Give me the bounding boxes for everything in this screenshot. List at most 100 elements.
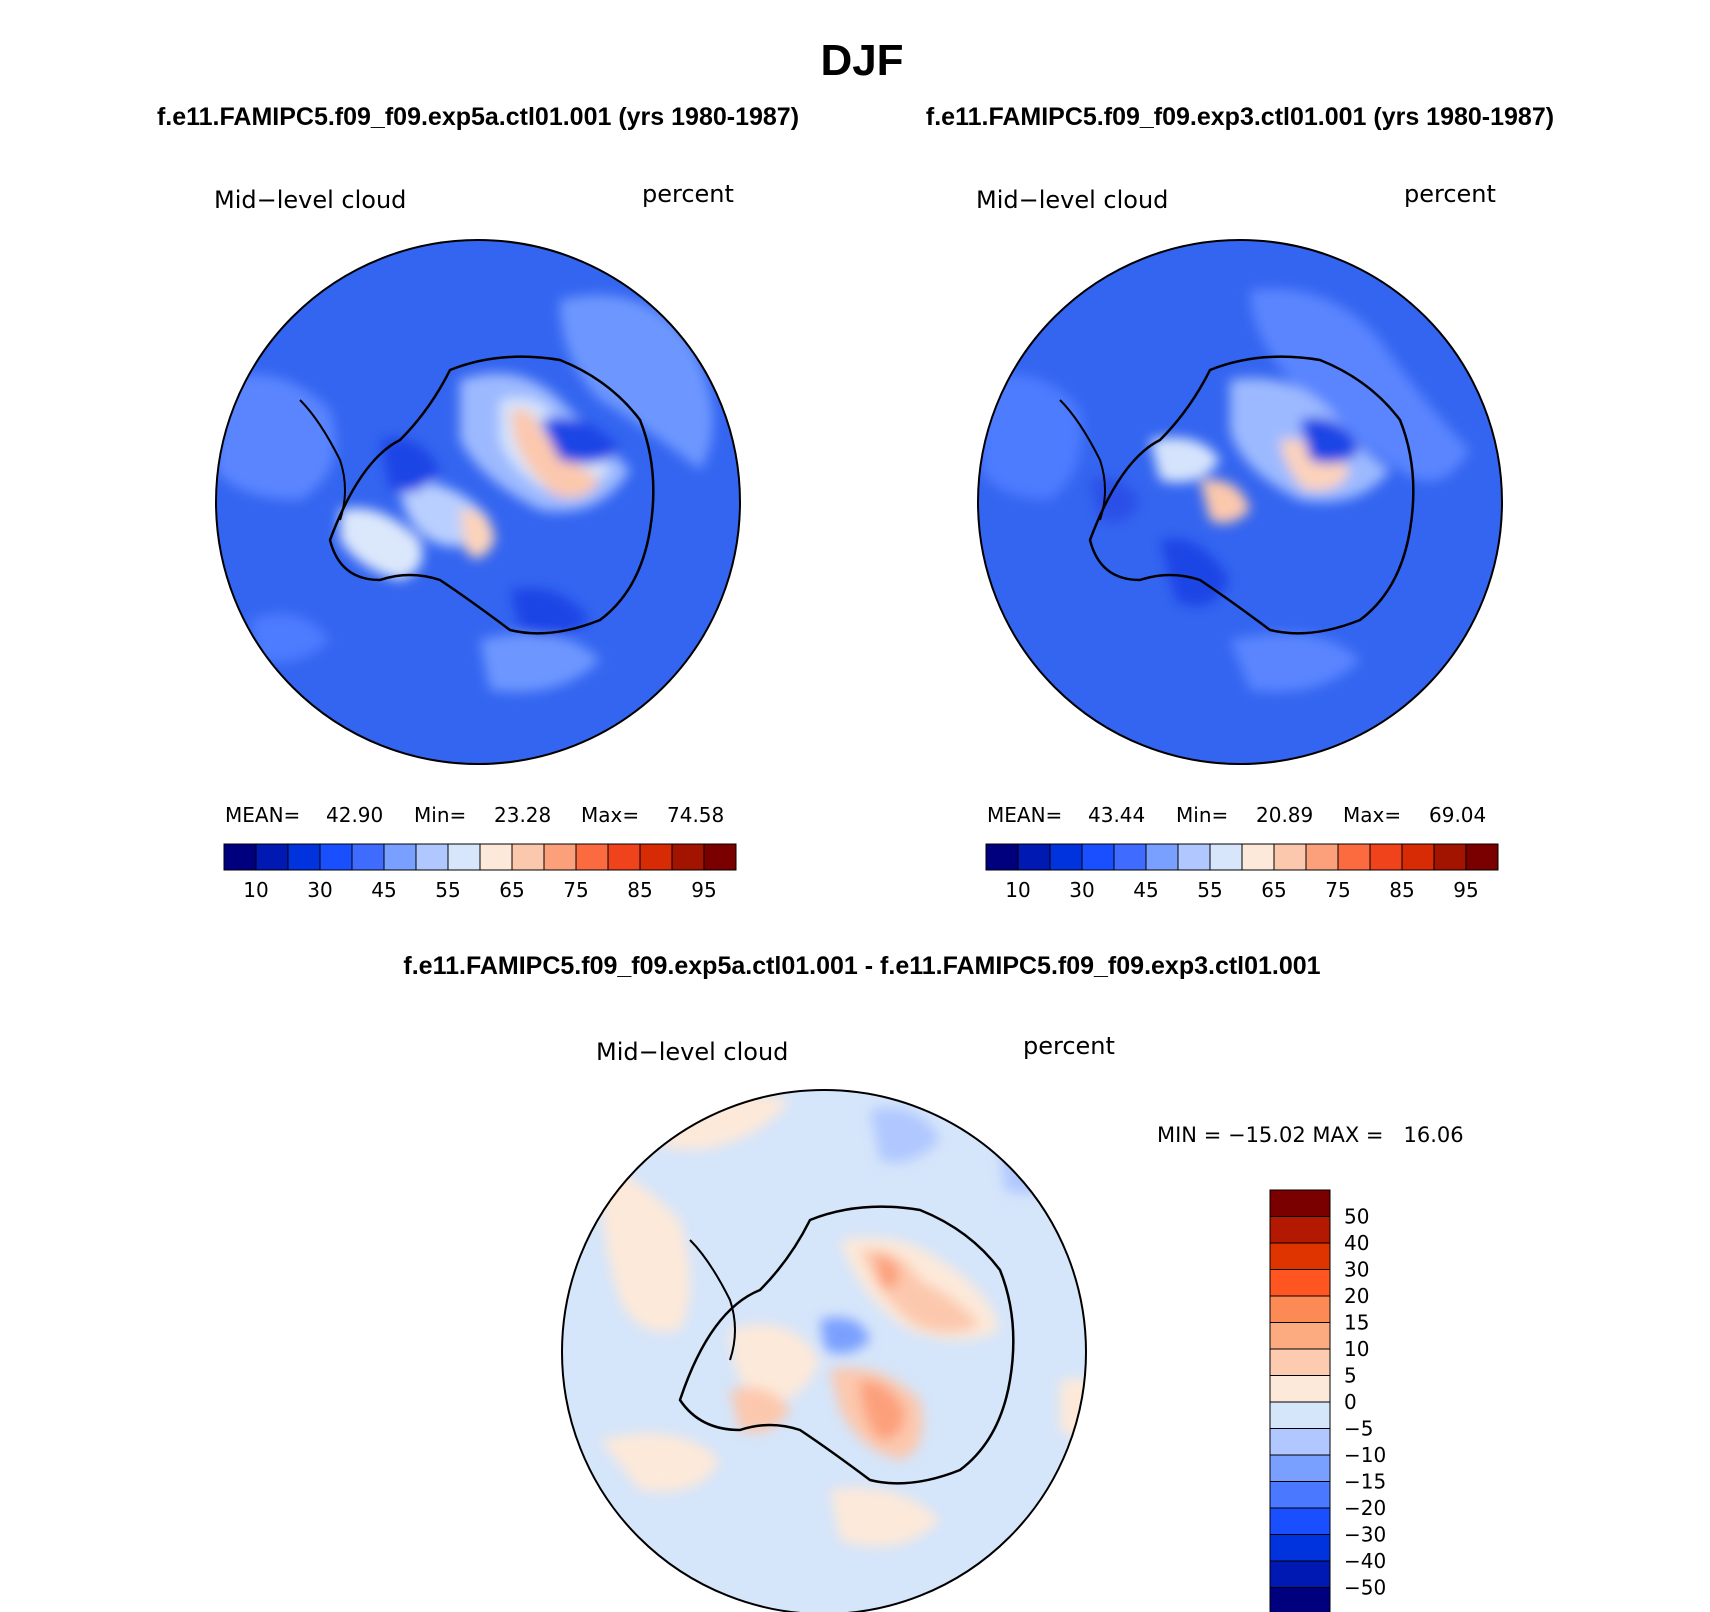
panel-diff-colorbar-swatch [1269,1534,1331,1562]
panel-b-max-label: Max= [1343,803,1401,827]
panel-b-colorbar-swatch [1305,843,1339,871]
panel-diff-colorbar-tick-label: 5 [1344,1364,1357,1388]
panel-diff-colorbar-tick-label: 10 [1344,1337,1369,1361]
panel-b-min-value: 20.89 [1256,803,1313,827]
panel-a-colorbar-swatch [255,843,289,871]
panel-a-colorbar-tick-label: 45 [371,878,396,902]
panel-a-colorbar-tick-label: 65 [499,878,524,902]
panel-b-colorbar-swatch [1209,843,1243,871]
panel-b-map [978,240,1502,764]
panel-a-mean-value: 42.90 [326,803,383,827]
panel-diff-colorbar-swatch [1269,1216,1331,1244]
panel-diff-colorbar-swatch [1269,1481,1331,1509]
panel-a-max-label: Max= [581,803,639,827]
panel-diff-colorbar-tick-label: −10 [1344,1443,1386,1467]
panel-a-colorbar-swatch [447,843,481,871]
panel-diff-colorbar-tick-label: −15 [1344,1470,1386,1494]
panel-a-colorbar-swatch [575,843,609,871]
panel-b-colorbar-swatch [1081,843,1115,871]
panel-diff-colorbar-swatch [1269,1322,1331,1350]
panel-a-colorbar-swatch [607,843,641,871]
panel-diff-colorbar-tick-label: 0 [1344,1390,1357,1414]
panel-diff-colorbar-tick-label: 30 [1344,1258,1369,1282]
panel-b-mean-value: 43.44 [1088,803,1145,827]
panel-b-colorbar-tick-label: 45 [1133,878,1158,902]
panel-a-case-title: f.e11.FAMIPC5.f09_f09.exp5a.ctl01.001 (y… [157,103,799,131]
panel-b-colorbar-tick-label: 30 [1069,878,1094,902]
panel-a-colorbar-tick-label: 95 [691,878,716,902]
panel-a-colorbar-tick-label: 10 [243,878,268,902]
panel-a-min-label: Min= [414,803,466,827]
panel-diff-minmax: MIN = −15.02 MAX = 16.06 [1157,1123,1464,1147]
panel-a-map [216,240,740,764]
panel-diff-colorbar-tick-label: 20 [1344,1284,1369,1308]
panel-b-units-label: percent [1404,180,1496,208]
panel-b-colorbar-swatch [1113,843,1147,871]
panel-diff-colorbar-swatch [1269,1189,1331,1217]
panel-a-colorbar-tick-label: 55 [435,878,460,902]
panel-b-colorbar-swatch [1433,843,1467,871]
panel-a-colorbar-swatch [351,843,385,871]
difference-title: f.e11.FAMIPC5.f09_f09.exp5a.ctl01.001 - … [403,952,1320,980]
panel-b-colorbar-swatch [1369,843,1403,871]
panel-a-colorbar-swatch [639,843,673,871]
panel-b-colorbar: 10 30 45 55 65 75 85 95 [985,843,1499,902]
panel-b-colorbar-tick-label: 75 [1325,878,1350,902]
panel-a-colorbar-swatch [671,843,705,871]
panel-diff-colorbar-swatch [1269,1507,1331,1535]
panel-a-variable-label: Mid−level cloud [214,186,406,214]
panel-a-colorbar: 10 30 45 55 65 75 85 95 [223,843,737,902]
panel-b-min-label: Min= [1176,803,1228,827]
panel-a-colorbar-tick-label: 30 [307,878,332,902]
panel-diff-colorbar-swatch [1269,1401,1331,1429]
panel-b-colorbar-tick-label: 55 [1197,878,1222,902]
panel-diff-colorbar-tick-label: −20 [1344,1496,1386,1520]
panel-diff-colorbar-tick-label: −30 [1344,1523,1386,1547]
panel-diff-colorbar-tick-label: −5 [1344,1417,1373,1441]
panel-a-colorbar-swatch [223,843,257,871]
panel-a-units-label: percent [642,180,734,208]
panel-a-colorbar-swatch [319,843,353,871]
panel-b-colorbar-swatch [1145,843,1179,871]
panel-a-colorbar-swatch [703,843,737,871]
panel-b-colorbar-swatch [1017,843,1051,871]
panel-a-mean-label: MEAN= [225,803,300,827]
figure-title: DJF [820,36,903,85]
panel-a-colorbar-swatch [383,843,417,871]
panel-b-variable-label: Mid−level cloud [976,186,1168,214]
panel-diff-colorbar-swatch [1269,1587,1331,1612]
panel-diff-colorbar-tick-label: 15 [1344,1311,1369,1335]
panel-diff: Mid−level cloud percent [561,1032,1464,1612]
panel-b-colorbar-tick-label: 95 [1453,878,1478,902]
panel-b-colorbar-swatch [1465,843,1499,871]
panel-diff-units-label: percent [1023,1032,1115,1060]
panel-diff-colorbar-swatch [1269,1454,1331,1482]
panel-b-colorbar-swatch [1401,843,1435,871]
panel-b-colorbar-swatch [1273,843,1307,871]
panel-b-colorbar-swatch [1241,843,1275,871]
panel-diff-colorbar-tick-label: 40 [1344,1231,1369,1255]
panel-a: Mid−level cloud percent [214,180,741,902]
panel-b-case-title: f.e11.FAMIPC5.f09_f09.exp3.ctl01.001 (yr… [926,103,1554,131]
panel-b-colorbar-swatch [1177,843,1211,871]
panel-diff-colorbar-tick-label: −40 [1344,1549,1386,1573]
panel-diff-map [562,1090,1086,1612]
panel-diff-colorbar-tick-label: −50 [1344,1576,1386,1600]
panel-diff-colorbar-swatch [1269,1295,1331,1323]
panel-b-colorbar-swatch [1049,843,1083,871]
panel-b-colorbar-tick-label: 10 [1005,878,1030,902]
panel-a-colorbar-swatch [479,843,513,871]
panel-b: Mid−level cloud percent MEAN= 43.44 Min= [976,180,1503,902]
panel-a-colorbar-swatch [415,843,449,871]
panel-diff-colorbar-swatch [1269,1242,1331,1270]
panel-diff-variable-label: Mid−level cloud [596,1038,788,1066]
panel-a-min-value: 23.28 [494,803,551,827]
panel-diff-colorbar-swatch [1269,1428,1331,1456]
panel-a-max-value: 74.58 [667,803,724,827]
panel-diff-colorbar-swatch [1269,1348,1331,1376]
panel-b-colorbar-tick-label: 65 [1261,878,1286,902]
panel-a-colorbar-swatch [287,843,321,871]
panel-diff-colorbar-swatch [1269,1375,1331,1403]
